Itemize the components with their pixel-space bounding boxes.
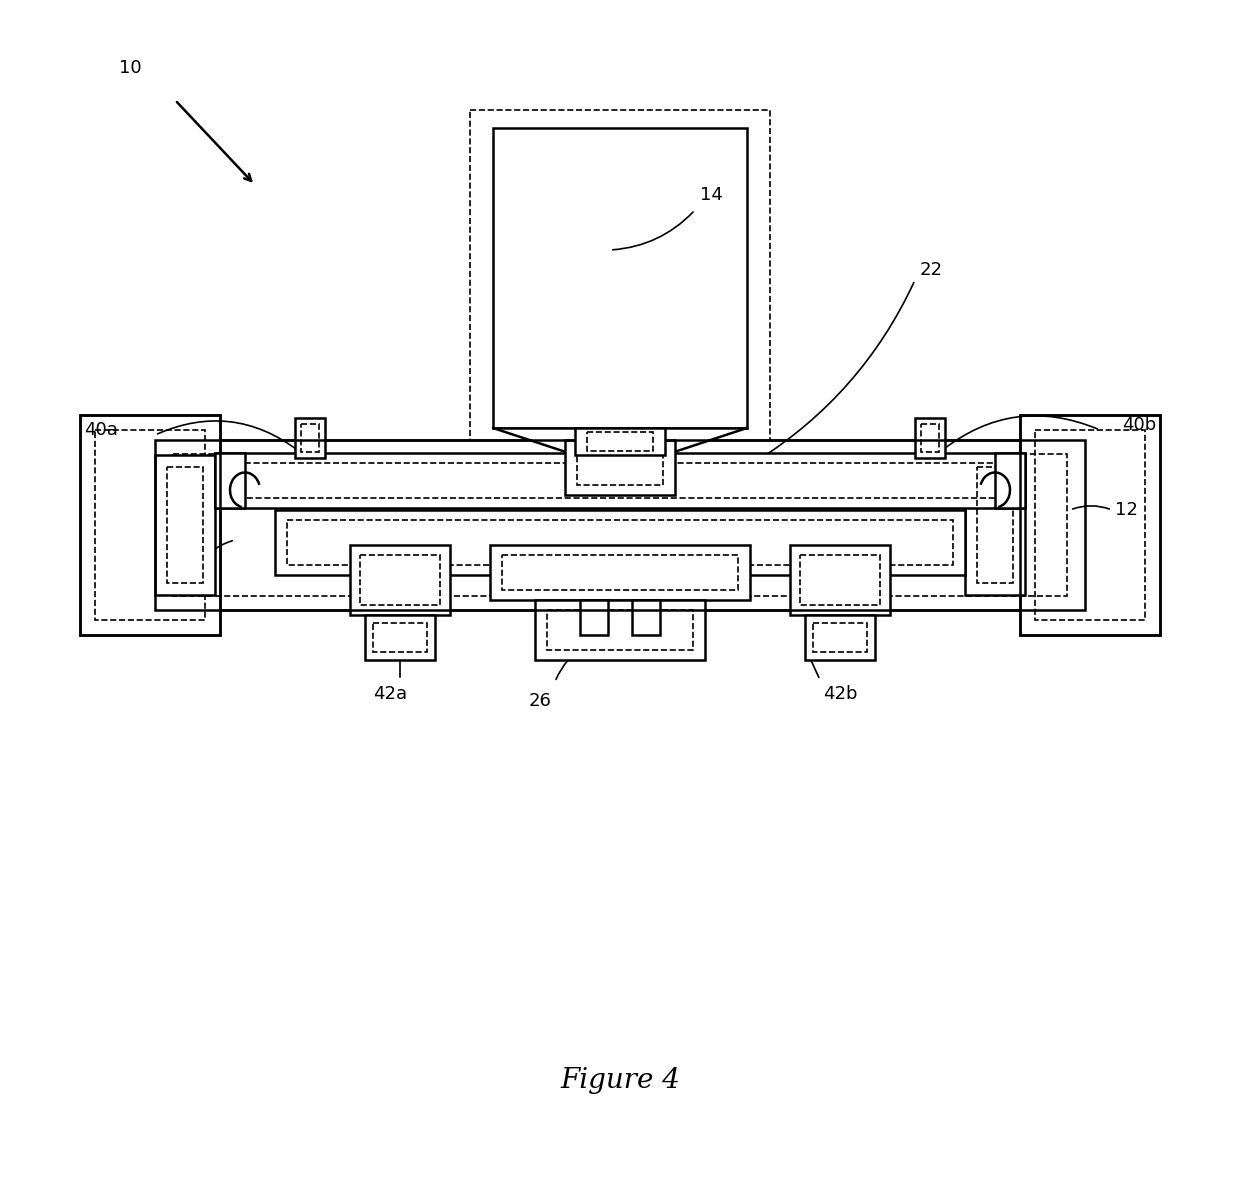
Bar	[215, 454, 246, 508]
Bar	[490, 545, 750, 600]
Bar	[286, 519, 954, 565]
Bar	[174, 454, 1066, 596]
Bar	[295, 418, 325, 458]
Bar	[275, 510, 965, 575]
Bar	[373, 623, 427, 651]
Bar	[227, 463, 1013, 498]
Bar	[565, 441, 675, 495]
Bar	[350, 545, 450, 615]
Bar	[167, 466, 203, 583]
Text: 42a: 42a	[373, 684, 407, 703]
Bar	[1021, 415, 1159, 635]
Bar	[805, 615, 875, 660]
Bar	[575, 428, 665, 455]
Bar	[155, 455, 215, 595]
Bar	[155, 441, 1085, 610]
Bar	[587, 432, 653, 451]
Bar	[577, 450, 663, 485]
Text: 40b: 40b	[1122, 416, 1156, 434]
Bar	[547, 610, 693, 650]
Text: 12: 12	[1115, 501, 1138, 519]
Text: 14: 14	[701, 186, 723, 204]
Text: 10: 10	[119, 59, 141, 77]
Bar	[81, 415, 219, 635]
Text: 40a: 40a	[84, 421, 118, 439]
Bar	[921, 424, 939, 452]
Bar	[470, 110, 770, 450]
Bar	[632, 600, 660, 635]
Bar	[994, 454, 1025, 508]
Bar	[915, 418, 945, 458]
Bar	[813, 623, 867, 651]
Text: Figure 4: Figure 4	[560, 1066, 680, 1093]
Bar	[800, 555, 880, 605]
Text: 26: 26	[528, 691, 552, 710]
Bar	[580, 600, 608, 635]
Text: 42b: 42b	[823, 684, 857, 703]
Bar	[155, 441, 1085, 610]
Bar	[95, 430, 205, 620]
Bar	[494, 128, 746, 428]
Text: 38: 38	[155, 571, 179, 589]
Bar	[301, 424, 319, 452]
Bar	[365, 615, 435, 660]
Bar	[81, 415, 219, 635]
Text: 22: 22	[920, 262, 942, 279]
Bar	[215, 454, 1025, 508]
Bar	[360, 555, 440, 605]
Bar	[977, 466, 1013, 583]
Bar	[1021, 415, 1159, 635]
Bar	[790, 545, 890, 615]
Bar	[1035, 430, 1145, 620]
Bar	[502, 555, 738, 590]
Bar	[534, 600, 706, 660]
Bar	[965, 455, 1025, 595]
Polygon shape	[494, 428, 746, 455]
